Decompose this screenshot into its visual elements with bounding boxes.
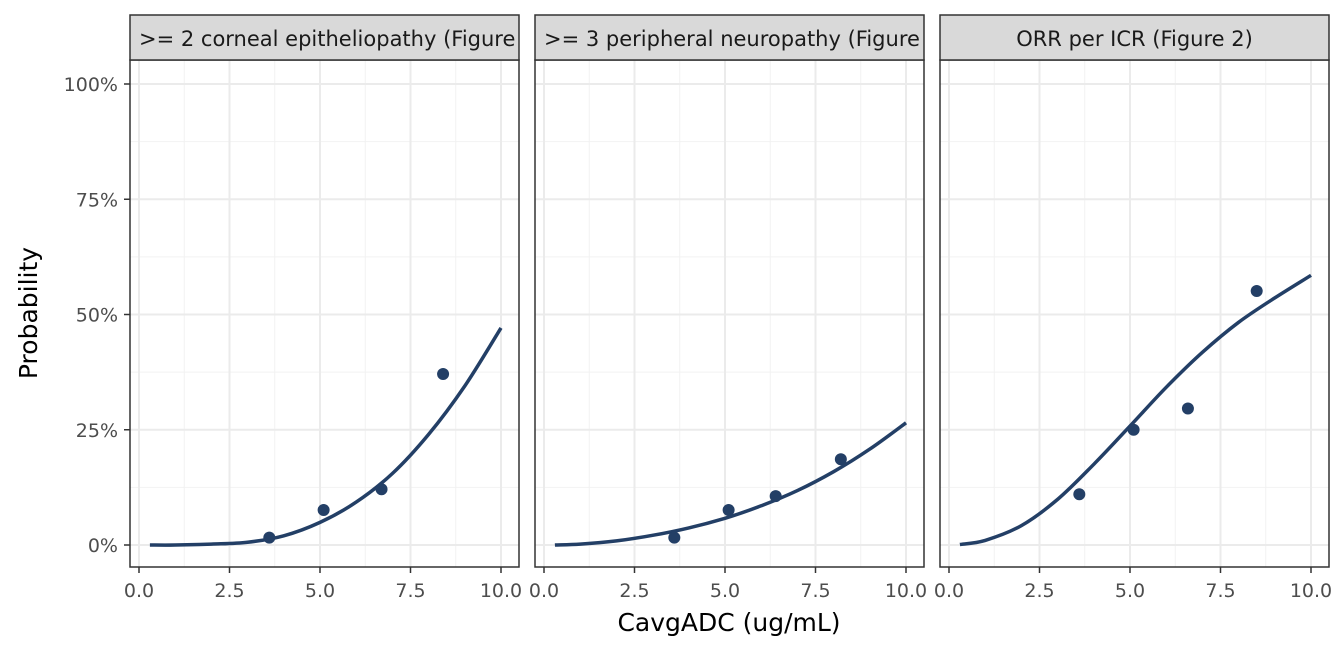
x-tick-label: 10.0 [885,580,927,602]
data-point [1181,402,1194,415]
x-tick-label: 0.0 [529,580,559,602]
y-tick-label: 75% [76,189,118,211]
data-point [1127,423,1140,436]
x-axis-title: CavgADC (ug/mL) [617,608,840,637]
data-point [317,503,330,516]
panel-2: >= 3 peripheral neuropathy (Figure 4) 0.0… [529,14,948,602]
y-tick-label: 100% [64,74,118,96]
strip-background [534,14,925,61]
y-axis-title: Probability [14,247,43,379]
x-tick-label: 10.0 [480,580,522,602]
data-point [834,453,847,466]
x-tick-label: 5.0 [1115,580,1145,602]
panel-1: >= 2 corneal epitheliopathy (Figure 3) 0.… [124,14,544,602]
x-tick-label: 2.5 [214,580,244,602]
strip-title: >= 3 peripheral neuropathy (Figure 4) [544,27,948,51]
data-point [263,531,276,544]
data-point [437,367,450,380]
x-tick-label: 0.0 [124,580,154,602]
fitted-curve [554,421,908,547]
y-tick-label: 0% [88,535,118,557]
x-tick-label: 2.5 [619,580,649,602]
x-tick-label: 7.5 [1205,580,1235,602]
data-point [1250,284,1263,297]
data-point [769,490,782,503]
x-tick-label: 10.0 [1290,580,1332,602]
data-point [1073,488,1086,501]
data-point [722,503,735,516]
data-point [375,483,388,496]
strip-title: ORR per ICR (Figure 2) [1016,27,1253,51]
x-tick-label: 7.5 [800,580,830,602]
y-tick-label: 25% [76,420,118,442]
strip-background [129,14,520,61]
x-tick-label: 2.5 [1024,580,1054,602]
panel-3: ORR per ICR (Figure 2) 0.0 2.5 5.0 7.5 10.0 [934,14,1332,602]
strip-title: >= 2 corneal epitheliopathy (Figure 3) [139,27,544,51]
strip-background [939,14,1330,61]
y-tick-label: 50% [76,305,118,327]
fitted-curve [149,326,503,547]
x-tick-label: 5.0 [710,580,740,602]
x-tick-label: 7.5 [395,580,425,602]
x-tick-label: 5.0 [305,580,335,602]
data-point [668,531,681,544]
x-tick-label: 0.0 [934,580,964,602]
